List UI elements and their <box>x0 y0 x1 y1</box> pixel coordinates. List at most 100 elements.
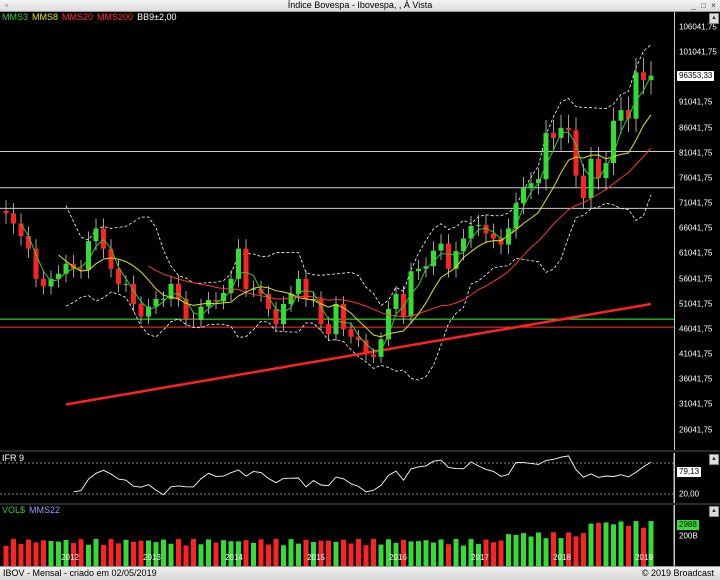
candle-body <box>371 354 376 357</box>
volume-bar <box>86 544 91 566</box>
volume-bar <box>356 539 361 566</box>
candle-body <box>446 243 451 269</box>
volume-bar <box>243 540 249 566</box>
panel-divider[interactable] <box>0 503 720 505</box>
panel-divider[interactable] <box>0 450 720 452</box>
volume-panel[interactable]: VOL$ MMS22 2988 200B ▲ <box>0 505 720 566</box>
year-tick: 2017 <box>471 553 489 562</box>
volume-chart <box>3 505 675 566</box>
volume-bar <box>558 538 564 566</box>
price-panel[interactable]: MMS3 MMS8 MMS20 MMS200 BB9±2,00 106041,75 101… <box>0 12 720 450</box>
candle-body <box>198 306 204 321</box>
volume-bar <box>93 539 99 566</box>
volume-bar <box>393 542 399 566</box>
price-tick: 86041,75 <box>679 123 713 133</box>
volume-bar <box>566 532 571 566</box>
maximize-icon[interactable]: □ <box>701 1 706 10</box>
candle-body <box>183 298 189 320</box>
candle-body <box>108 248 114 269</box>
candle-body <box>93 228 99 242</box>
volume-bar <box>116 543 121 566</box>
candle-body <box>498 238 504 245</box>
volume-bar <box>483 539 489 566</box>
volume-bar <box>236 541 241 566</box>
candle-body <box>528 183 534 189</box>
candle-body <box>543 132 549 180</box>
minimize-icon[interactable]: _ <box>691 1 696 10</box>
volume-bar <box>468 539 474 566</box>
close-icon[interactable]: × <box>711 1 716 10</box>
volume-legend: VOL$ MMS22 <box>2 505 64 516</box>
volume-bar <box>251 542 256 566</box>
ifr-chart <box>0 453 675 503</box>
candle-body <box>11 213 16 224</box>
candle-body <box>551 132 556 138</box>
mms200-line <box>65 302 652 406</box>
scroll-up-icon[interactable]: ▲ <box>709 454 719 465</box>
volume-bar <box>641 527 646 566</box>
ifr-line <box>73 455 652 496</box>
candle-body <box>296 278 301 294</box>
window-title: Índice Bovespa - Ibovespa, , À Vista <box>287 0 433 10</box>
ifr-axis[interactable]: 79,13 20,00 ▲ <box>674 453 720 503</box>
volume-bar <box>138 540 144 566</box>
volume-bar <box>168 543 174 566</box>
candle-body <box>26 236 31 249</box>
footer-info: IBOV - Mensal - criado em 02/05/2019 <box>3 568 157 578</box>
last-price-label: 96353,33 <box>676 69 716 82</box>
candle-body <box>63 263 69 274</box>
volume-bar <box>281 545 286 566</box>
volume-bar <box>528 536 534 566</box>
volume-bar <box>618 521 624 566</box>
candle-body <box>311 298 316 300</box>
scroll-up-icon[interactable]: ▲ <box>709 506 719 517</box>
price-tick: 41041,75 <box>679 349 713 359</box>
candle-body <box>588 159 594 199</box>
volume-bar <box>648 521 654 566</box>
volume-bar <box>311 542 316 566</box>
volume-bar <box>581 533 586 566</box>
mms8-line <box>58 114 652 338</box>
candle-body <box>251 288 256 290</box>
candle-body <box>41 278 46 287</box>
price-tick: 76041,75 <box>679 173 713 183</box>
volume-bar <box>101 545 106 566</box>
candle-body <box>18 223 24 237</box>
bollinger-lower-band <box>65 194 652 381</box>
volume-current-value: 2988 <box>676 519 700 531</box>
volume-bar <box>41 540 46 566</box>
price-tick: 106041,75 <box>679 22 717 32</box>
volume-bar <box>416 541 421 566</box>
window-menu-icon[interactable]: ▫ <box>5 1 8 10</box>
candle-body <box>221 292 226 302</box>
candle-body <box>33 248 39 279</box>
candle-body <box>48 278 54 287</box>
price-tick: 51041,75 <box>679 299 713 309</box>
candle-body <box>288 293 294 304</box>
candle-body <box>461 238 466 252</box>
candle-body <box>641 72 646 80</box>
volume-bar <box>363 545 369 566</box>
volume-bar <box>371 539 376 566</box>
ifr-panel[interactable]: IFR 9 79,13 20,00 ▲ <box>0 453 720 503</box>
price-tick: 36041,75 <box>679 374 713 384</box>
candle-body <box>581 175 586 199</box>
candle-body <box>191 319 196 321</box>
volume-bar <box>221 540 226 566</box>
legend-mms3: MMS3 <box>2 12 29 22</box>
price-axis[interactable]: 106041,75 101041,75 96353,33 91041,75 86041,… <box>674 12 720 450</box>
volume-bar <box>588 523 594 566</box>
volume-bar <box>551 532 556 566</box>
candle-body <box>416 268 421 272</box>
volume-bar <box>3 545 9 566</box>
volume-bar <box>131 541 136 566</box>
year-tick: 2016 <box>389 553 407 562</box>
volume-axis[interactable]: 2988 200B ▲ <box>674 505 720 566</box>
volume-bar <box>206 539 211 566</box>
candle-body <box>611 120 616 164</box>
scroll-up-icon[interactable]: ▲ <box>709 13 719 24</box>
candle-body <box>273 309 279 325</box>
volume-bar <box>78 539 84 566</box>
volume-bar <box>446 544 451 566</box>
candle-body <box>438 243 444 251</box>
